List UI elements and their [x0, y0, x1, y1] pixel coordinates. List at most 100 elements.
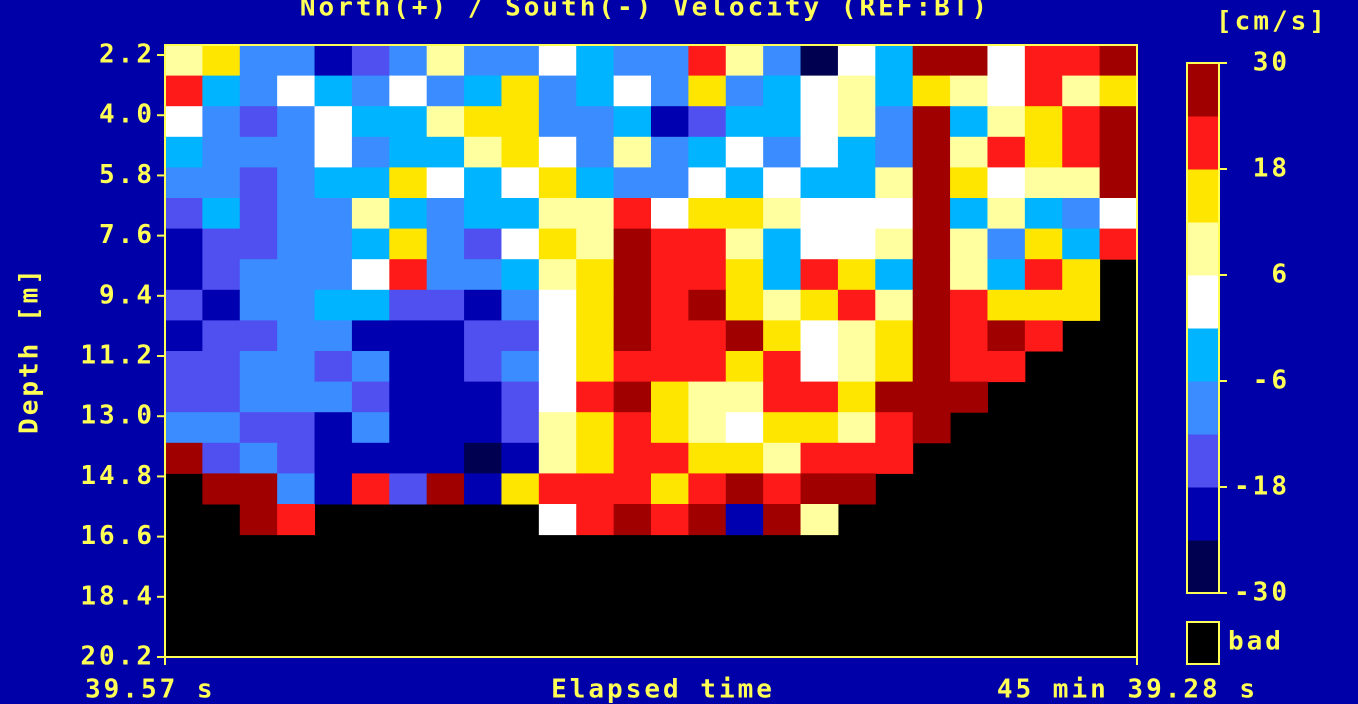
cell [501, 381, 540, 413]
cell [277, 45, 316, 77]
cell [202, 136, 241, 168]
cell [725, 45, 764, 77]
cell [763, 75, 802, 107]
colorbar-band [1187, 487, 1219, 541]
cell [688, 412, 727, 444]
cell [725, 351, 764, 383]
cell [1062, 259, 1101, 291]
cell [800, 136, 839, 168]
cell [501, 136, 540, 168]
cell [725, 381, 764, 413]
cell [351, 106, 390, 138]
cell [763, 106, 802, 138]
cell [239, 351, 278, 383]
cell [875, 75, 914, 107]
cell [1099, 198, 1138, 230]
colorbar-band [1187, 116, 1219, 170]
cell [837, 412, 876, 444]
cell [725, 412, 764, 444]
cell [763, 228, 802, 260]
cell [688, 504, 727, 536]
cell [875, 167, 914, 199]
cell [763, 45, 802, 77]
cell [651, 473, 689, 505]
cell [837, 381, 876, 413]
cell [351, 45, 390, 77]
cell [464, 136, 502, 168]
cell [389, 473, 428, 505]
cell [351, 351, 390, 383]
cell [651, 320, 689, 352]
cell [464, 320, 502, 352]
cell [165, 381, 203, 413]
colorbar-band [1187, 222, 1219, 276]
cell [688, 351, 727, 383]
cell [464, 473, 502, 505]
cell [950, 381, 988, 413]
cell [1024, 45, 1063, 77]
cell [277, 167, 316, 199]
cell [277, 289, 316, 321]
cell [613, 167, 652, 199]
cell [688, 45, 727, 77]
cell [950, 320, 988, 352]
cell [538, 136, 577, 168]
cell [875, 136, 914, 168]
cell [651, 136, 689, 168]
cell [277, 320, 316, 352]
cell [725, 136, 764, 168]
colorbar-band [1187, 540, 1219, 594]
cell [837, 320, 876, 352]
cell [950, 167, 988, 199]
colorbar-band [1187, 381, 1219, 435]
cell [202, 289, 241, 321]
cell [202, 45, 241, 77]
cell [688, 320, 727, 352]
cell [875, 381, 914, 413]
cell [165, 198, 203, 230]
cell [538, 228, 577, 260]
cell [800, 504, 839, 536]
cell [763, 259, 802, 291]
cell [165, 75, 203, 107]
y-tick-label: 20.2 [80, 642, 155, 672]
cell [464, 106, 502, 138]
cell [1099, 136, 1138, 168]
cell [725, 106, 764, 138]
cell [576, 320, 615, 352]
cell [426, 136, 465, 168]
cell [351, 442, 390, 474]
cell [464, 381, 502, 413]
cell [351, 259, 390, 291]
cell [837, 136, 876, 168]
cell [389, 136, 428, 168]
cell [351, 167, 390, 199]
cell [725, 198, 764, 230]
cell [314, 75, 353, 107]
cell [277, 106, 316, 138]
cell [576, 75, 615, 107]
cell [165, 351, 203, 383]
cell [165, 412, 203, 444]
cell [651, 167, 689, 199]
cell [239, 45, 278, 77]
cell [950, 289, 988, 321]
cell [202, 228, 241, 260]
cell [875, 289, 914, 321]
cell [314, 167, 353, 199]
cell [651, 289, 689, 321]
cell [837, 442, 876, 474]
cell [239, 136, 278, 168]
cell [912, 198, 951, 230]
y-tick-label: 9.4 [99, 280, 155, 310]
cell [426, 167, 465, 199]
cell [501, 198, 540, 230]
cell [651, 381, 689, 413]
cell [538, 442, 577, 474]
cell [277, 198, 316, 230]
cell [239, 289, 278, 321]
cell [875, 320, 914, 352]
cell [950, 75, 988, 107]
cell [725, 442, 764, 474]
cell [426, 320, 465, 352]
